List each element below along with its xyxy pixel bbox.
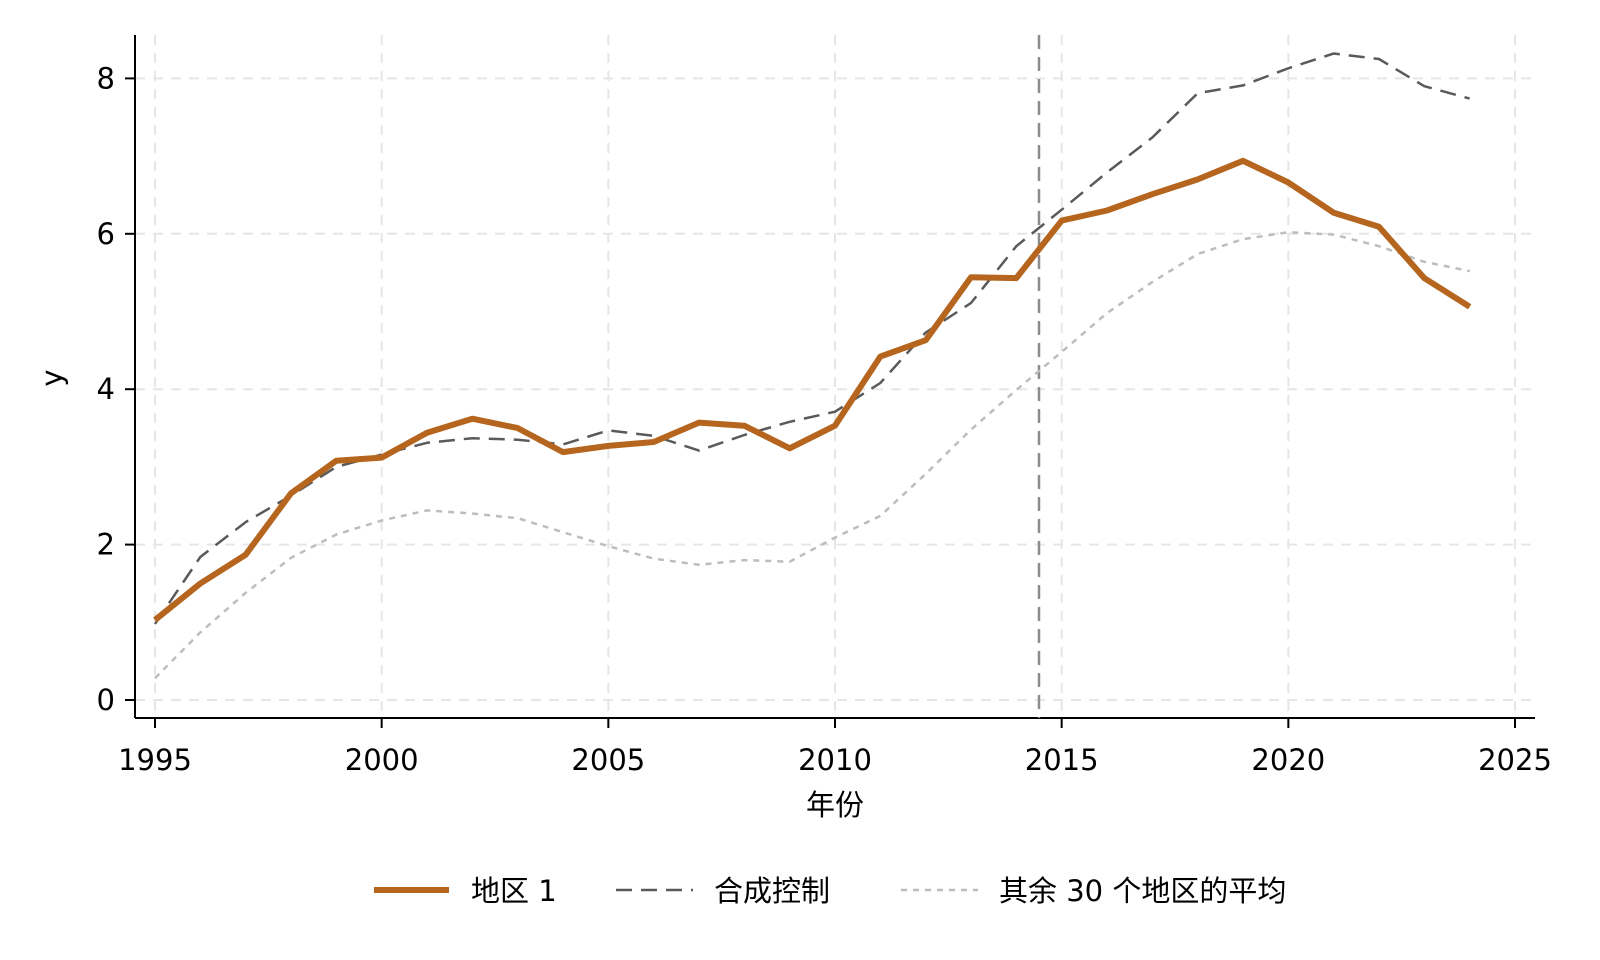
y-axis-title: y bbox=[35, 369, 69, 386]
legend: 地区 1 合成控制 其余 30 个地区的平均 bbox=[374, 874, 1286, 908]
series-line-0 bbox=[153, 157, 1472, 623]
x-tick-label-1995: 1995 bbox=[118, 743, 192, 777]
legend-label-0: 地区 1 bbox=[471, 874, 557, 908]
ticks: 1995 2000 2005 2010 2015 2020 2025 0 2 4 6 8 bbox=[97, 61, 1552, 777]
x-tick-label-2020: 2020 bbox=[1251, 743, 1325, 777]
series bbox=[153, 52, 1472, 680]
y-tick-label-6: 6 bbox=[97, 217, 115, 251]
x-tick-label-2025: 2025 bbox=[1478, 743, 1552, 777]
x-tick-label-2010: 2010 bbox=[798, 743, 872, 777]
series-line-2 bbox=[154, 230, 1470, 680]
y-tick-label-8: 8 bbox=[97, 61, 115, 95]
x-tick-label-2005: 2005 bbox=[571, 743, 645, 777]
x-tick-label-2000: 2000 bbox=[345, 743, 419, 777]
x-tick-label-2015: 2015 bbox=[1025, 743, 1099, 777]
legend-label-2: 其余 30 个地区的平均 bbox=[999, 874, 1286, 908]
grid bbox=[135, 35, 1535, 718]
y-tick-label-2: 2 bbox=[97, 528, 115, 562]
y-tick-label-0: 0 bbox=[97, 683, 115, 717]
y-tick-label-4: 4 bbox=[97, 372, 115, 406]
x-axis-title: 年份 bbox=[806, 788, 864, 822]
legend-label-1: 合成控制 bbox=[714, 874, 830, 908]
series-line-1 bbox=[153, 52, 1471, 625]
